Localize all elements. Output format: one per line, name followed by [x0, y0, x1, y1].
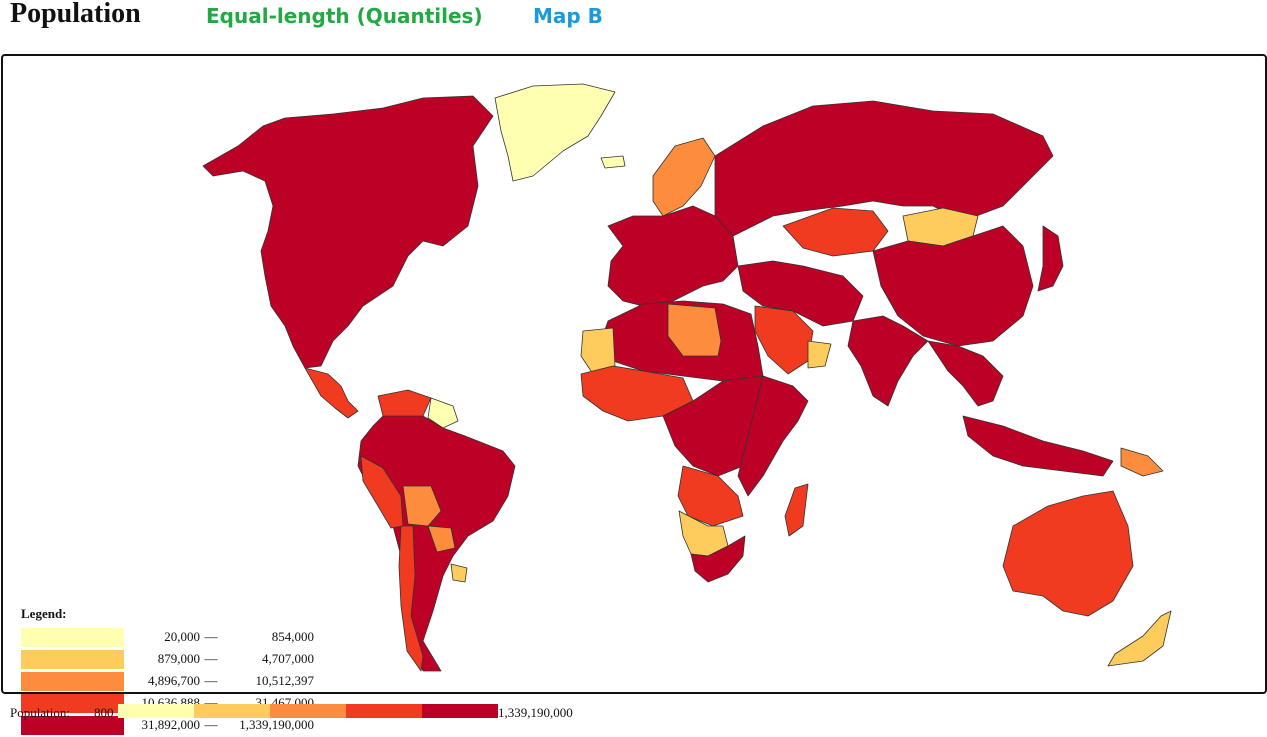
ramp-step	[118, 704, 194, 718]
ramp-step	[422, 704, 498, 718]
legend-swatch	[21, 650, 124, 669]
region-kazakhstan	[782, 207, 889, 257]
region-peru	[360, 455, 404, 529]
legend-swatch	[21, 694, 124, 713]
region-central-america	[304, 367, 359, 419]
ramp-step	[194, 704, 270, 718]
legend-dash: —	[204, 673, 218, 688]
legend-row: 879,000 — 4,707,000	[21, 649, 331, 671]
region-australia	[1002, 490, 1134, 617]
region-greenland	[494, 83, 616, 182]
scale-label: Population:	[10, 705, 70, 720]
region-new-zealand	[1107, 610, 1172, 667]
region-south-africa	[690, 535, 746, 583]
tab-map-b[interactable]: Map B	[533, 4, 603, 28]
legend-min: 879,000	[157, 651, 200, 666]
map-frame[interactable]: Legend: 20,000 — 854,000 879,000 — 4,707,000…	[1, 54, 1267, 735]
legend-min: 20,000	[164, 629, 200, 644]
region-indonesia	[962, 415, 1114, 477]
region-china	[872, 225, 1034, 347]
legend-max: 10,512,397	[255, 673, 315, 688]
region-bolivia	[402, 485, 442, 527]
legend-row: 4,896,700 — 10,512,397	[21, 671, 331, 693]
region-europe	[607, 205, 739, 307]
region-saudi-arabia	[754, 305, 814, 375]
world-map[interactable]	[3, 56, 1265, 692]
region-paraguay	[427, 525, 456, 553]
ramp-step	[346, 704, 422, 718]
region-oman	[807, 340, 832, 369]
region-chile	[398, 525, 424, 672]
scale-max: 1,339,190,000	[498, 705, 573, 720]
legend-max: 4,707,000	[262, 651, 314, 666]
region-guianas	[427, 397, 459, 429]
header: Population Equal-length (Quantiles) Map …	[0, 0, 1267, 52]
legend-dash: —	[204, 651, 218, 666]
legend-dash: —	[204, 629, 218, 644]
region-iceland	[600, 155, 626, 169]
region-uruguay	[450, 563, 468, 583]
color-ramp	[118, 704, 498, 718]
region-libya	[667, 303, 722, 357]
region-india	[847, 315, 929, 407]
ramp-step	[270, 704, 346, 718]
legend-min: 4,896,700	[148, 673, 200, 688]
legend-swatch	[21, 672, 124, 691]
legend: Legend: 20,000 — 854,000 879,000 — 4,707,000…	[21, 606, 331, 737]
region-southeast-asia	[927, 340, 1004, 407]
region-madagascar	[784, 483, 809, 537]
region-scandinavia	[652, 137, 716, 217]
region-angola	[677, 465, 744, 527]
legend-title: Legend:	[21, 606, 67, 621]
tab-equal-length-quantiles[interactable]: Equal-length (Quantiles)	[206, 4, 483, 28]
region-russia	[714, 100, 1054, 237]
population-scale-bar: Population: 800 1,339,190,000	[0, 700, 1267, 724]
legend-swatch	[21, 628, 124, 647]
scale-min: 800	[94, 705, 114, 720]
legend-max: 854,000	[271, 629, 314, 644]
region-north-america	[202, 95, 494, 369]
region-papua-new-guinea	[1120, 447, 1164, 477]
region-east-africa	[737, 375, 809, 497]
legend-row: 20,000 — 854,000	[21, 627, 331, 649]
region-japan	[1037, 225, 1064, 292]
page-title: Population	[10, 0, 141, 29]
